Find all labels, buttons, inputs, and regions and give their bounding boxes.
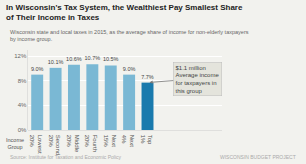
svg-text:7.7%: 7.7%: [141, 74, 154, 80]
svg-text:In Wisconsin's Tax System, the: In Wisconsin's Tax System, the Wealthies…: [6, 3, 243, 22]
svg-text:Fourth20%: Fourth20%: [84, 135, 98, 152]
svg-text:12%: 12%: [14, 53, 27, 59]
svg-text:Second20%: Second20%: [48, 135, 62, 155]
svg-text:4%: 4%: [18, 102, 27, 108]
svg-text:Next15%: Next15%: [103, 135, 117, 148]
svg-text:Middle20%: Middle20%: [66, 135, 80, 153]
svg-text:WISCONSIN BUDGET PROJECT: WISCONSIN BUDGET PROJECT: [220, 154, 296, 160]
svg-text:10.1%: 10.1%: [48, 59, 64, 65]
svg-text:9.0%: 9.0%: [123, 66, 136, 72]
svg-text:Source: Institute for Taxation: Source: Institute for Taxation and Econo…: [10, 154, 122, 160]
svg-text:Wisconsin state and local taxe: Wisconsin state and local taxes in 2015,…: [10, 29, 249, 42]
svg-text:IncomeGroup: IncomeGroup: [6, 137, 24, 150]
svg-text:10.7%: 10.7%: [84, 55, 100, 61]
svg-text:8%: 8%: [18, 78, 27, 84]
svg-text:10.6%: 10.6%: [66, 56, 82, 62]
svg-text:Top1%: Top1%: [140, 135, 154, 145]
svg-text:0%: 0%: [18, 127, 27, 133]
svg-text:9.0%: 9.0%: [31, 66, 44, 72]
svg-text:Next4%: Next4%: [121, 135, 135, 148]
svg-text:$1.1 millionAverage incomefor: $1.1 millionAverage incomefor taxpayers …: [176, 65, 220, 94]
svg-text:10.5%: 10.5%: [103, 56, 119, 62]
svg-text:Lowest20%: Lowest20%: [29, 135, 43, 154]
